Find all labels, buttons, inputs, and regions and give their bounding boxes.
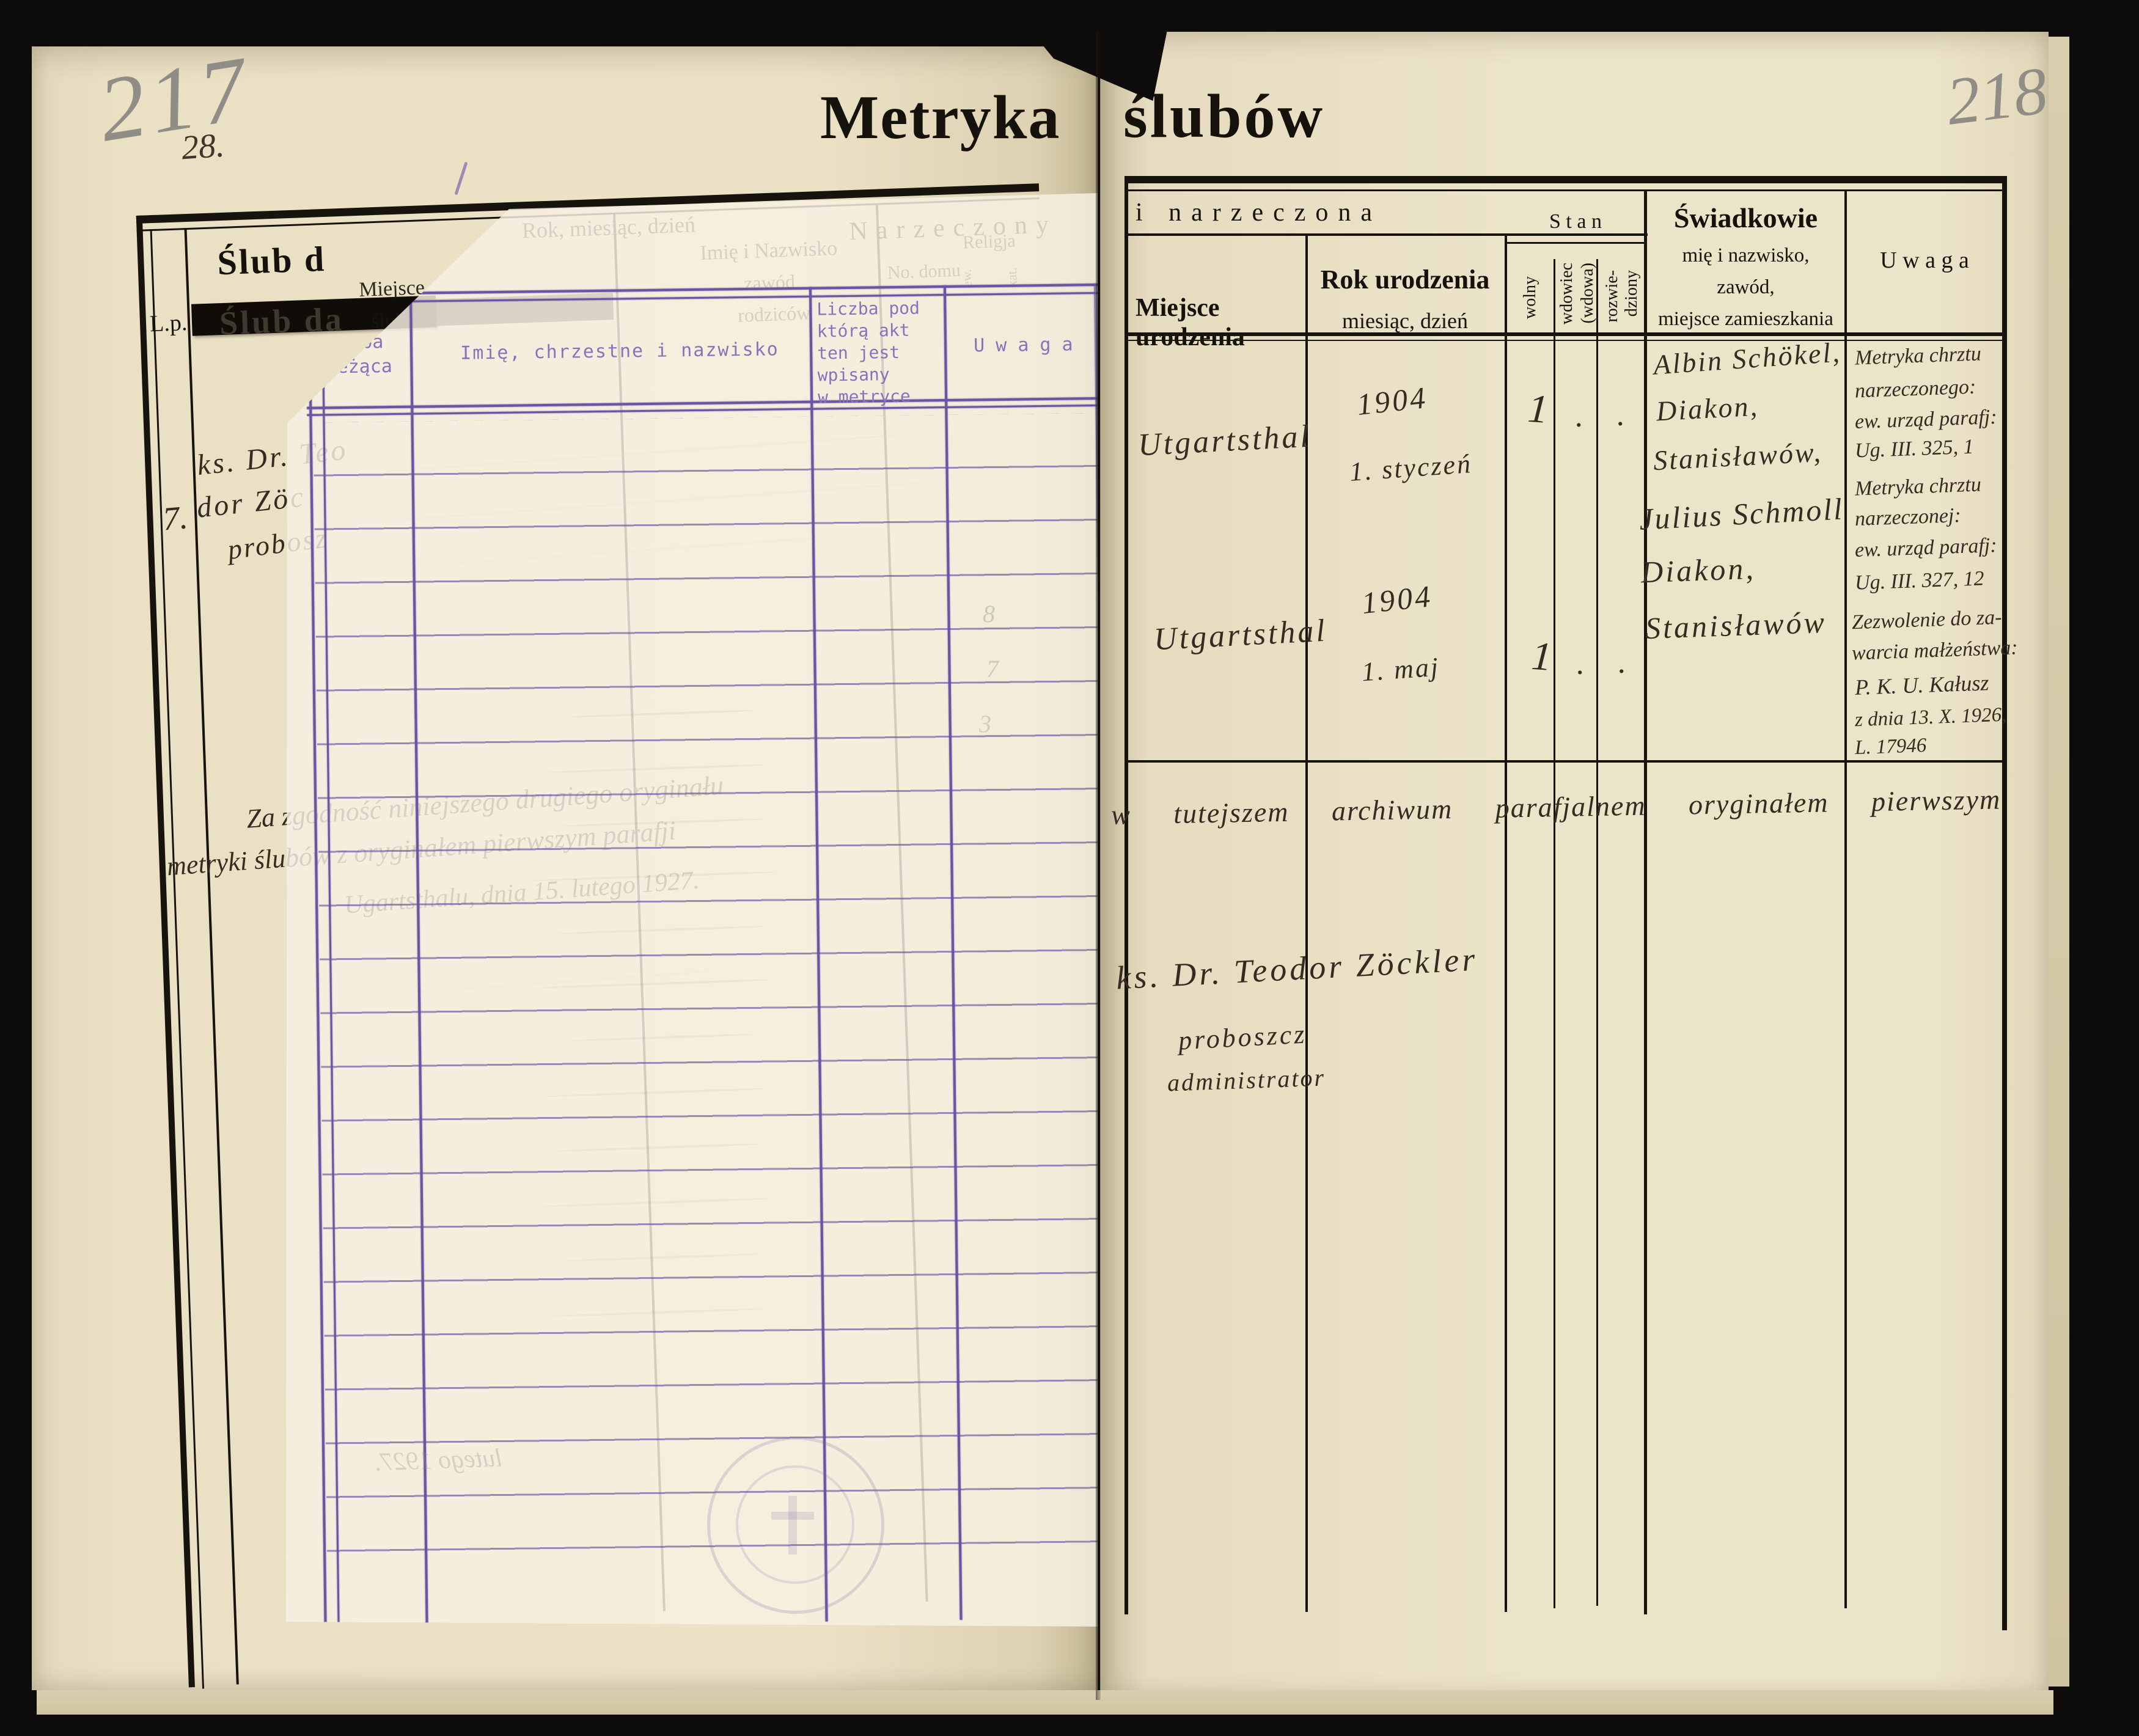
uwaga-note: warcia małżeństwa: xyxy=(1851,636,2019,665)
rp-header-bottom-inner xyxy=(1125,340,2006,341)
showthrough-digit: 7 xyxy=(986,655,999,683)
cross-icon-bar xyxy=(771,1512,814,1520)
stan-header: S t a n xyxy=(1549,210,1602,233)
uwaga-note: narzeczonej: xyxy=(1854,504,1962,531)
signature-title-1: proboszcz xyxy=(1177,1019,1308,1056)
rp-header-bottom xyxy=(1125,332,2006,336)
parish-stamp-showthrough xyxy=(707,1437,884,1614)
book-title-right: ślubów xyxy=(1123,82,1326,151)
page-stack-edge-bottom xyxy=(37,1690,2053,1715)
rp-col-miejsce-right xyxy=(1305,233,1308,1612)
record-stan-wdowiec: . xyxy=(1576,399,1583,434)
swiadkowie-sub2: zawód, xyxy=(1717,276,1775,298)
record-stan-wdowiec: . xyxy=(1577,646,1585,681)
wdowa-header: (wdowa) xyxy=(1578,263,1597,324)
dziony-header: dziony xyxy=(1622,270,1641,317)
record-rok: 1904 xyxy=(1360,579,1434,620)
swiadkowie-header: Świadkowie xyxy=(1673,202,1818,233)
slip-col3-header-3: ten jest xyxy=(817,342,900,364)
uwaga-note: Zezwolenie do za- xyxy=(1851,606,2003,634)
rp-border-left xyxy=(1125,176,1128,1614)
witness-line: Albin Schökel, xyxy=(1652,336,1843,381)
swiadkowie-sub1: mię i nazwisko, xyxy=(1682,244,1810,266)
slip-col2-header: Imię, chrzestne i nazwisko xyxy=(460,339,779,364)
folio-right: 218 xyxy=(1942,53,2052,139)
uwaga-note: Metryka chrztu xyxy=(1854,342,1982,370)
footer-note: w tutejszem archiwum parafjalnem orygina… xyxy=(1110,783,2001,830)
witness-line: Stanisławów, xyxy=(1652,436,1823,477)
rp-col-rok-right xyxy=(1505,233,1507,1612)
uwaga-note: ew. urząd parafj: xyxy=(1854,533,1998,562)
record-stan-rozwiedziony: . xyxy=(1617,398,1625,433)
book-title-left: Metryka xyxy=(820,83,1061,152)
record-dzien: 1. maj xyxy=(1360,651,1441,687)
record-stan-wolny: 1 xyxy=(1530,633,1554,680)
record-rok: 1904 xyxy=(1355,380,1429,422)
witness-line: Diakon, xyxy=(1655,390,1760,427)
slip-col3-header-1: Liczba pod xyxy=(816,298,920,320)
table-border-left xyxy=(136,215,195,1688)
miejsce-urodzenia-header: Miejsce urodzenia xyxy=(1136,294,1245,351)
uwaga-note: ew. urząd parafj: xyxy=(1854,405,1998,434)
rok-urodzenia-header: Rok urodzenia xyxy=(1320,265,1490,295)
record-stan-wolny: 1 xyxy=(1526,386,1550,433)
showthrough-digit: 3 xyxy=(979,710,991,738)
page-stack-edge-right xyxy=(2049,37,2069,1687)
record-miejsce-urodzenia: Utgartsthal xyxy=(1137,419,1313,463)
slip-col3-header-2: którą akt xyxy=(816,320,910,342)
witness-line: Julius Schmoll xyxy=(1638,491,1845,537)
rp-line-under-span xyxy=(1125,233,1648,236)
uwaga-header: U w a g a xyxy=(1880,247,1969,273)
wolny-header: wolny xyxy=(1521,276,1539,319)
right-page: ślubów 218 i narzeczona Miejsce urodzeni… xyxy=(1100,32,2052,1699)
record-miejsce-urodzenia: Utgartsthal xyxy=(1153,613,1329,657)
uwaga-note: L. 17946 xyxy=(1854,734,1927,760)
rp-col-wdowiec-right xyxy=(1596,259,1598,1606)
gutter-fold-line xyxy=(1096,32,1101,1700)
swiadkowie-sub3: miejsce zamieszkania xyxy=(1658,308,1833,330)
signature-title-2: administrator xyxy=(1167,1063,1326,1097)
lp-label: L.p. xyxy=(149,310,188,337)
wdowiec-header: wdowiec xyxy=(1557,263,1576,325)
slip-col4-header: U w a g a xyxy=(973,334,1073,357)
slip-col3-header-5: w metryce xyxy=(817,386,911,408)
uwaga-note: Ug. III. 327, 12 xyxy=(1854,567,1985,595)
showthrough-digit: 8 xyxy=(983,600,995,628)
rp-col-swiadkowie-right xyxy=(1844,191,1847,1608)
parish-stamp-inner-ring xyxy=(736,1465,854,1584)
overlay-slip: Liczba bieżąca Imię, chrzestne i nazwisk… xyxy=(286,193,1098,1627)
i-narzeczona-header: i narzeczona xyxy=(1136,199,1382,227)
miesiac-dzien-header: miesiąc, dzień xyxy=(1342,309,1468,333)
entry-note-number: 28. xyxy=(180,126,226,167)
cross-icon xyxy=(788,1496,797,1555)
uwaga-note: Ug. III. 325, 1 xyxy=(1854,435,1975,463)
stan-underline xyxy=(1507,242,1644,244)
slub-header: Ślub d xyxy=(216,238,327,283)
uwaga-note: narzeczonego: xyxy=(1854,375,1976,403)
slip-row-lines xyxy=(313,412,1098,1572)
rp-border-right xyxy=(2002,176,2007,1630)
uwaga-note: z dnia 13. X. 1926, xyxy=(1854,703,2007,731)
witness-line: Diakon, xyxy=(1640,551,1756,590)
rp-section-divider xyxy=(1125,760,2006,763)
record-stan-rozwiedziony: . xyxy=(1618,645,1626,680)
uwaga-note: Metryka chrztu xyxy=(1854,473,1982,500)
rp-border-top-inner xyxy=(1125,189,2006,191)
record-dzien: 1. styczeń xyxy=(1348,449,1473,487)
redaction-bar-text: Ślub da xyxy=(219,300,345,342)
rp-border-top xyxy=(1125,176,2006,183)
rp-col-wolny-right xyxy=(1554,259,1555,1608)
uwaga-note: P. K. U. Kałusz xyxy=(1854,670,1990,700)
rozwie-header: rozwie- xyxy=(1602,270,1621,323)
signature-name: ks. Dr. Teodor Zöckler xyxy=(1115,940,1479,997)
rp-col-stan-right xyxy=(1644,191,1647,1614)
row-number: 7. xyxy=(161,499,189,538)
witness-line: Stanisławów xyxy=(1645,604,1827,646)
miejsce-slubu-header-1: Miejsce xyxy=(358,276,425,301)
showthrough-date: lutego 1927. xyxy=(373,1444,503,1477)
slip-col3-header-4: wpisany xyxy=(817,364,890,386)
